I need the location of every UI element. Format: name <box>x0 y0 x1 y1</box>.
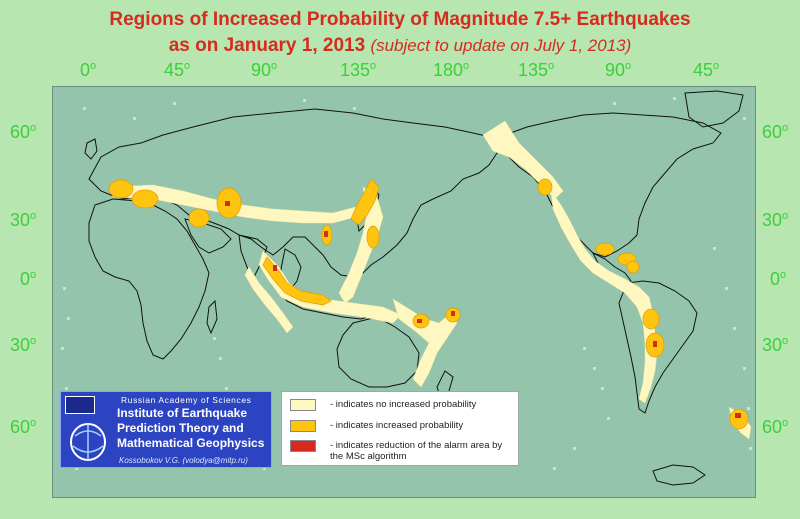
africa-coastline <box>88 198 210 360</box>
right-lat-label: 60o <box>762 417 789 437</box>
greenland-coastline <box>684 90 744 128</box>
right-lat-label: 60o <box>762 122 789 142</box>
msc-area-sumatra <box>273 265 277 271</box>
top-lon-label: 45o <box>164 60 191 80</box>
globe-icon <box>70 423 106 461</box>
legend-item-increased: - indicates increased probability <box>290 420 463 434</box>
top-lon-label: 90o <box>251 60 278 80</box>
msc-area-philippines <box>324 231 328 237</box>
msc-area-hindu-kush <box>225 201 230 206</box>
map-legend: - indicates no increased probability - i… <box>281 391 519 466</box>
title-line-1: Regions of Increased Probability of Magn… <box>109 9 691 30</box>
alarm-area-peru <box>642 308 660 330</box>
left-lat-label: 60o <box>10 122 37 142</box>
british-isles-coastline <box>84 138 98 160</box>
top-lon-label: 0o <box>80 60 97 80</box>
top-lon-label: 180o <box>433 60 470 80</box>
alarm-area-izu-bonin <box>366 225 380 249</box>
left-lat-label: 30o <box>10 335 37 355</box>
left-lat-label: 60o <box>10 417 37 437</box>
antarctic-peninsula-coastline <box>652 464 706 486</box>
alarm-area-south-sandwich <box>729 408 749 430</box>
alarm-area-mediterranean-east <box>131 189 159 209</box>
no-increased-probability-regions <box>110 120 752 440</box>
right-lat-label: 30o <box>762 335 789 355</box>
alarm-area-mediterranean-west <box>108 179 134 199</box>
north-america-coastline <box>500 112 722 258</box>
arabia-coastline <box>184 218 232 254</box>
alarm-area-mexico <box>595 242 615 256</box>
legend-item-no-increase: - indicates no increased probability <box>290 399 476 413</box>
alarm-area-alaska <box>537 178 553 196</box>
institute-logo: Russian Academy of Sciences Institute of… <box>60 391 272 468</box>
legend-swatch <box>290 399 316 411</box>
madagascar-coastline <box>206 299 218 335</box>
top-lon-label: 135o <box>518 60 555 80</box>
world-map-graphic <box>61 90 752 486</box>
alarm-area-sumatra <box>262 256 332 306</box>
author-credit: Kossobokov V.G. (volodya@mitp.ru) <box>119 456 248 465</box>
right-lat-label: 30o <box>762 210 789 230</box>
title-update-note: (subject to update on July 1, 2013) <box>370 36 632 55</box>
alarm-area-colombia <box>626 260 640 274</box>
top-lon-label: 90o <box>605 60 632 80</box>
institute-emblem <box>65 396 95 414</box>
legend-swatch <box>290 440 316 452</box>
title-date: as on January 1, 2013 <box>168 35 366 56</box>
left-lat-label: 0o <box>20 269 37 289</box>
msc-area-solomon <box>417 319 422 323</box>
academy-name: Russian Academy of Sciences <box>121 395 252 405</box>
map-title: Regions of Increased Probability of Magn… <box>0 8 800 32</box>
south-america-coastline <box>618 280 698 414</box>
right-lat-label: 0o <box>770 269 787 289</box>
europe-asia-coastline <box>88 108 513 278</box>
msc-reduced-regions <box>225 201 741 418</box>
legend-item-msc-reduction: - indicates reduction of the alarm area … <box>290 440 514 462</box>
map-subtitle: as on January 1, 2013 (subject to update… <box>0 34 800 58</box>
alarm-area-iran <box>188 208 210 228</box>
alarm-area-japan-kuril <box>350 178 380 226</box>
institute-name: Institute of Earthquake Prediction Theor… <box>117 406 265 450</box>
top-lon-label: 45o <box>693 60 720 80</box>
left-lat-label: 30o <box>10 210 37 230</box>
india-coastline <box>238 234 268 281</box>
msc-area-tonga <box>451 311 455 316</box>
msc-area-chile <box>653 341 657 347</box>
top-lon-label: 135o <box>340 60 377 80</box>
australia-coastline <box>336 316 420 388</box>
msc-area-south-sandwich <box>735 413 741 418</box>
legend-swatch <box>290 420 316 432</box>
